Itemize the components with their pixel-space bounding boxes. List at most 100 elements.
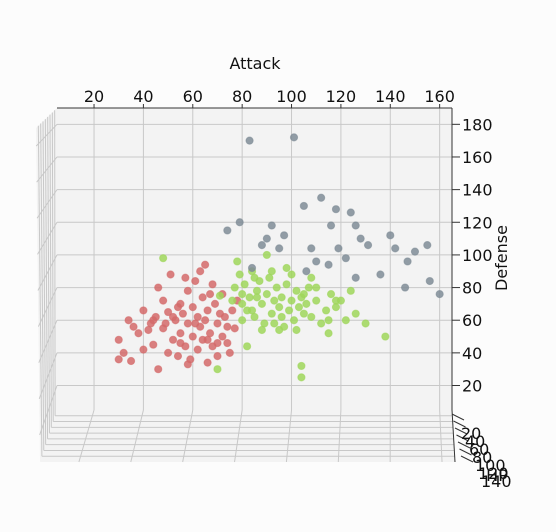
data-point: [239, 290, 246, 297]
data-point: [243, 343, 250, 350]
data-point: [303, 268, 310, 275]
data-point: [194, 346, 201, 353]
data-point: [246, 294, 253, 301]
data-point: [214, 366, 221, 373]
data-point: [204, 359, 211, 366]
data-point: [211, 300, 218, 307]
data-point: [164, 349, 171, 356]
data-point: [204, 307, 211, 314]
data-point: [226, 349, 233, 356]
data-point: [150, 317, 157, 324]
x-tick-label: 120: [326, 87, 357, 106]
data-point: [263, 290, 270, 297]
x-tick-label: 60: [183, 87, 203, 106]
data-point: [308, 313, 315, 320]
data-point: [199, 294, 206, 301]
data-point: [318, 194, 325, 201]
data-point: [313, 297, 320, 304]
data-point: [189, 304, 196, 311]
data-point: [258, 242, 265, 249]
y-tick-label: 20: [462, 377, 482, 396]
data-point: [322, 307, 329, 314]
data-point: [214, 320, 221, 327]
data-point: [392, 245, 399, 252]
data-point: [204, 336, 211, 343]
data-point: [229, 307, 236, 314]
data-point: [214, 339, 221, 346]
data-point: [387, 232, 394, 239]
data-point: [426, 277, 433, 284]
floor-pane: [40, 410, 455, 462]
data-point: [174, 353, 181, 360]
data-point: [276, 326, 283, 333]
data-point: [276, 304, 283, 311]
data-point: [357, 235, 364, 242]
data-point: [288, 297, 295, 304]
data-point: [362, 320, 369, 327]
data-point: [404, 258, 411, 265]
data-point: [177, 339, 184, 346]
data-point: [127, 357, 134, 364]
x-tick-label: 140: [375, 87, 406, 106]
data-point: [347, 287, 354, 294]
data-point: [130, 323, 137, 330]
y-axis-label: Defense: [492, 225, 511, 291]
data-point: [382, 333, 389, 340]
data-point: [248, 307, 255, 314]
data-point: [278, 313, 285, 320]
y-tick-label: 100: [462, 246, 493, 265]
data-point: [174, 304, 181, 311]
data-point: [169, 336, 176, 343]
back-pane: [57, 108, 452, 410]
data-point: [313, 258, 320, 265]
data-point: [268, 310, 275, 317]
data-point: [342, 255, 349, 262]
x-axis-label: Attack: [229, 54, 281, 73]
data-point: [347, 209, 354, 216]
data-point: [327, 290, 334, 297]
data-point: [268, 268, 275, 275]
data-point: [313, 284, 320, 291]
data-point: [288, 271, 295, 278]
data-point: [155, 284, 162, 291]
data-point: [342, 317, 349, 324]
data-point: [115, 356, 122, 363]
z-tick-mark: [452, 414, 464, 420]
data-point: [300, 290, 307, 297]
data-point: [332, 297, 339, 304]
x-tick-label: 160: [424, 87, 455, 106]
data-point: [263, 251, 270, 258]
data-point: [271, 320, 278, 327]
data-point: [276, 245, 283, 252]
data-point: [125, 317, 132, 324]
data-point: [169, 313, 176, 320]
data-point: [325, 261, 332, 268]
data-point: [179, 310, 186, 317]
data-point: [231, 284, 238, 291]
data-point: [325, 330, 332, 337]
data-point: [160, 297, 167, 304]
y-tick-label: 140: [462, 181, 493, 200]
data-point: [192, 320, 199, 327]
y-tick-label: 80: [462, 279, 482, 298]
data-point: [140, 346, 147, 353]
data-point: [281, 232, 288, 239]
data-point: [308, 274, 315, 281]
data-point: [197, 268, 204, 275]
data-point: [268, 222, 275, 229]
data-point: [295, 304, 302, 311]
data-point: [184, 287, 191, 294]
data-point: [318, 320, 325, 327]
x-tick-label: 40: [133, 87, 153, 106]
y-tick-label: 180: [462, 115, 493, 134]
data-point: [135, 330, 142, 337]
data-point: [308, 245, 315, 252]
data-point: [150, 341, 157, 348]
data-point: [263, 235, 270, 242]
data-point: [229, 297, 236, 304]
data-point: [283, 264, 290, 271]
data-point: [293, 287, 300, 294]
data-point: [239, 300, 246, 307]
